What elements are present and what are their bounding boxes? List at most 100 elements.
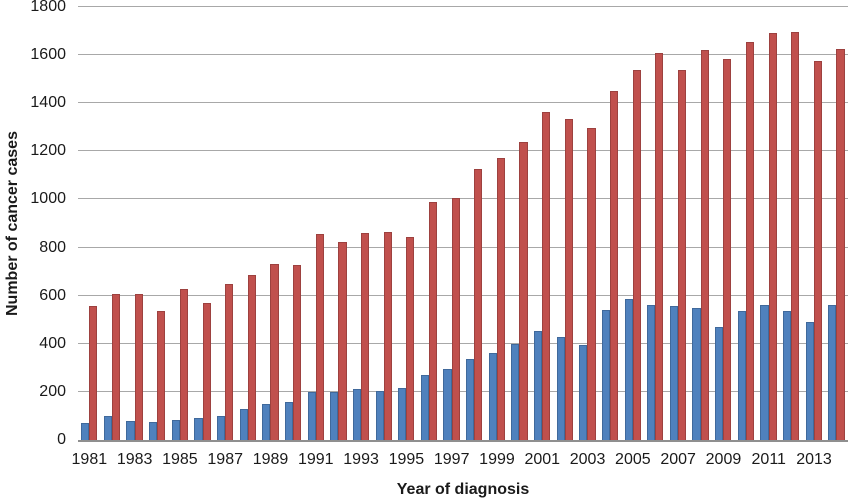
bar-red-series-2005 [632,70,641,440]
bar-group-2002 [553,7,576,440]
bar-red-series-1995 [406,236,415,440]
bar-group-1991 [304,7,327,440]
bar-blue-series-1982 [103,415,112,440]
gridline-800 [78,246,848,248]
bar-group-2001 [531,7,554,440]
y-tick-label-1200: 1200 [30,142,66,160]
bar-group-1997 [440,7,463,440]
bar-group-2008 [689,7,712,440]
bar-group-1985 [169,7,192,440]
bar-group-1999 [486,7,509,440]
bar-blue-series-2014 [828,305,837,440]
gridline-1400 [78,102,848,104]
bar-red-series-1998 [474,168,483,440]
bar-red-series-1984 [157,310,166,440]
bar-group-1984 [146,7,169,440]
bar-red-series-2009 [723,58,732,440]
bar-red-series-1988 [247,274,256,440]
bar-blue-series-2010 [737,311,746,440]
x-tick-label-1985: 1985 [162,451,198,468]
x-tick-label-1999: 1999 [479,451,515,468]
bar-red-series-1981 [89,306,98,440]
bar-blue-series-1985 [171,419,180,440]
bar-blue-series-1989 [262,403,271,440]
bar-red-series-1985 [179,289,189,440]
bar-blue-series-1999 [488,353,497,440]
bar-group-2013 [803,7,826,440]
bar-red-series-2001 [542,111,551,440]
x-tick-label-1981: 1981 [71,451,108,468]
bar-red-series-2010 [745,41,755,440]
bar-group-2006 [644,7,667,440]
bar-group-1992 [327,7,350,440]
bar-group-2005 [621,7,644,440]
bar-red-series-2002 [564,119,573,440]
bar-blue-series-1997 [443,369,452,440]
x-tick-label-2001: 2001 [524,451,561,468]
bar-group-1986 [191,7,214,440]
bar-group-1994 [372,7,395,440]
x-tick-label-1987: 1987 [207,451,243,468]
x-tick-label-1989: 1989 [252,451,289,468]
y-axis-title: Number of cancer cases [4,131,21,316]
bar-blue-series-1988 [239,409,248,440]
bar-red-series-2003 [587,128,596,440]
bar-blue-series-1981 [81,423,90,440]
gridline-1800 [78,6,848,7]
bar-red-series-1987 [225,283,234,440]
bar-red-series-2014 [836,49,845,440]
bar-group-1989 [259,7,282,440]
bar-red-series-2013 [813,60,822,440]
bar-group-1981 [78,7,101,440]
x-tick-label-1993: 1993 [343,451,379,468]
bar-red-series-2006 [655,53,664,440]
bar-blue-series-2000 [511,343,520,440]
bar-group-2009 [712,7,735,440]
y-tick-label-0: 0 [57,431,66,448]
bar-blue-series-2008 [692,308,701,440]
bar-group-2011 [757,7,780,440]
y-tick-label-1000: 1000 [30,190,66,208]
x-tick-label-2011: 2011 [751,451,786,468]
x-tick-label-2007: 2007 [660,451,696,468]
bar-group-1990 [282,7,305,440]
bar-group-2012 [780,7,803,440]
bar-group-1998 [463,7,486,440]
bar-blue-series-1990 [284,402,294,440]
bar-blue-series-2003 [579,344,588,440]
bar-red-series-1983 [134,294,143,440]
bar-blue-series-1983 [126,421,135,440]
x-tick-label-1983: 1983 [116,451,153,468]
bar-red-series-1989 [270,264,279,440]
x-axis-title: Year of diagnosis [396,481,530,498]
bar-blue-series-2009 [715,326,724,440]
bar-blue-series-1992 [330,391,339,440]
bar-blue-series-1986 [194,417,203,440]
bar-group-1982 [101,7,124,440]
bar-group-2003 [576,7,599,440]
bar-blue-series-1994 [375,390,384,440]
gridline-600 [78,294,848,296]
bar-red-series-2012 [791,32,800,440]
bar-red-series-2008 [700,50,709,440]
y-tick-label-400: 400 [39,334,66,352]
bar-blue-series-2012 [783,311,792,440]
bar-red-series-1997 [451,198,460,440]
gridline-200 [78,390,848,392]
bar-red-series-2004 [610,90,619,440]
bar-blue-series-1998 [466,359,475,440]
bar-group-2007 [667,7,690,440]
y-tick-label-800: 800 [39,238,66,256]
bar-group-2004 [599,7,622,440]
bar-red-series-1996 [428,201,438,440]
bar-blue-series-2011 [760,305,769,440]
y-tick-label-200: 200 [39,382,66,400]
y-tick-label-600: 600 [39,286,66,304]
bar-red-series-2007 [677,69,687,440]
bar-blue-series-2013 [805,322,814,440]
y-tick-label-1800: 1800 [30,0,66,15]
bar-blue-series-2005 [624,299,633,440]
bar-group-2000 [508,7,531,440]
bar-red-series-1992 [338,241,347,440]
